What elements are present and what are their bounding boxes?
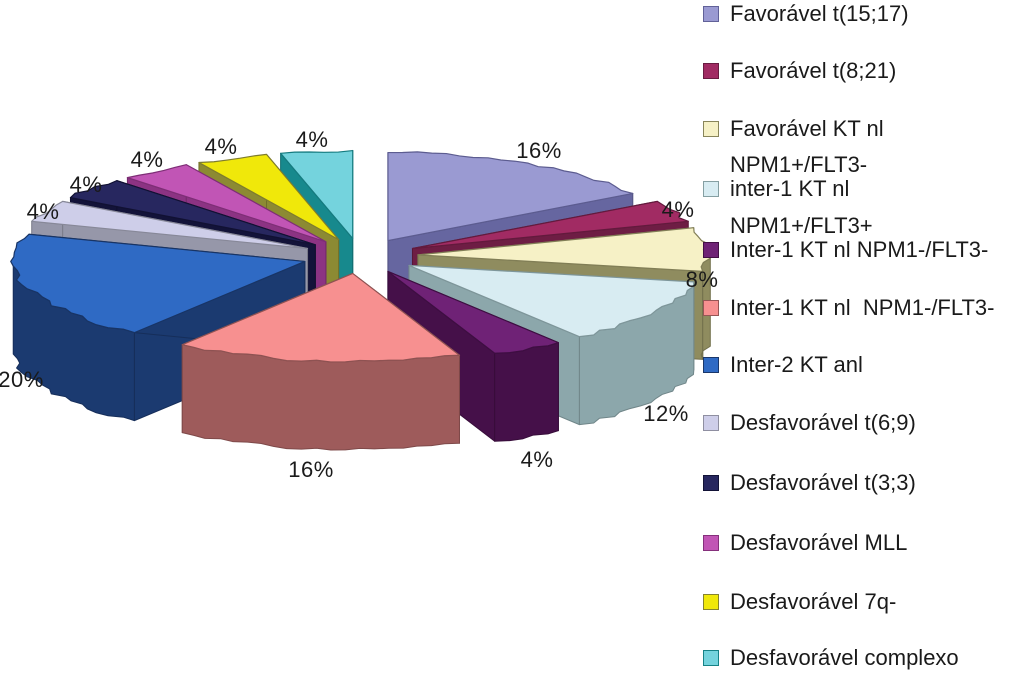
pct-label-inter-2-kt-anl: 20% [0, 367, 44, 392]
pct-label-desfavor-vel-7q: 4% [204, 134, 238, 159]
pct-label-desfavor-vel-complexo: 4% [295, 127, 329, 152]
pct-label-inter-1-kt-nl-npm1-flt3: 4% [520, 447, 554, 472]
pct-label-favor-vel-kt-nl: 8% [685, 267, 719, 292]
pct-label-favor-vel-t-8-21: 4% [661, 197, 695, 222]
pct-label-desfavor-vel-mll: 4% [130, 147, 164, 172]
pct-label-favor-vel-t-15-17: 16% [516, 138, 562, 163]
pct-label-inter-1-kt-nl: 12% [643, 401, 689, 426]
pct-label-desfavor-vel-t-6-9: 4% [26, 199, 60, 224]
pct-label-desfavor-vel-t-3-3: 4% [69, 172, 103, 197]
pct-label-inter-1-kt-nl-npm1-flt3: 16% [288, 457, 334, 482]
pie-slice-inter-1-kt-nl-npm1-flt3 [181, 272, 461, 451]
